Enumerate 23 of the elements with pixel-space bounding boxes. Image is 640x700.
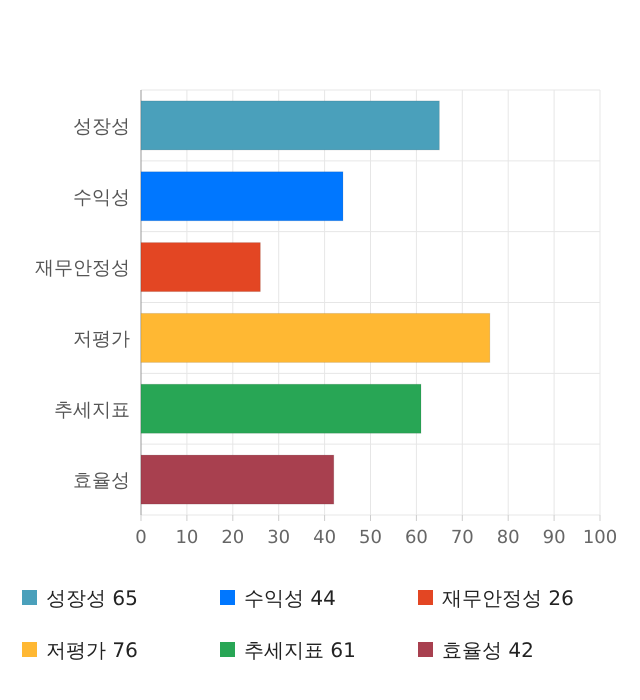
x-tick-label: 30 xyxy=(267,527,290,548)
x-tick-label: 100 xyxy=(582,527,618,548)
y-tick-label: 추세지표 xyxy=(54,398,130,421)
legend-label: 수익성 44 xyxy=(244,586,336,610)
x-tick-label: 10 xyxy=(175,527,198,548)
x-tick-label: 80 xyxy=(496,527,520,548)
x-tick-label: 50 xyxy=(359,527,382,548)
y-tick-label: 저평가 xyxy=(73,328,130,350)
y-tick-label: 재무안정성 xyxy=(35,257,130,280)
legend-label: 효율성 42 xyxy=(442,638,534,662)
legend-label: 저평가 76 xyxy=(46,638,138,662)
legend-label: 재무안정성 26 xyxy=(442,586,574,610)
legend-label: 성장성 65 xyxy=(46,586,138,610)
y-tick-label: 수익성 xyxy=(73,186,130,208)
x-tick-label: 20 xyxy=(221,527,244,548)
x-tick-label: 90 xyxy=(542,527,566,548)
legend-label: 추세지표 61 xyxy=(244,638,356,662)
y-tick-label: 성장성 xyxy=(73,115,130,138)
x-tick-label: 40 xyxy=(313,527,336,548)
y-tick-label: 효율성 xyxy=(73,470,130,492)
x-tick-label: 0 xyxy=(135,527,147,548)
x-tick-label: 70 xyxy=(450,527,474,548)
x-tick-label: 60 xyxy=(404,527,428,548)
